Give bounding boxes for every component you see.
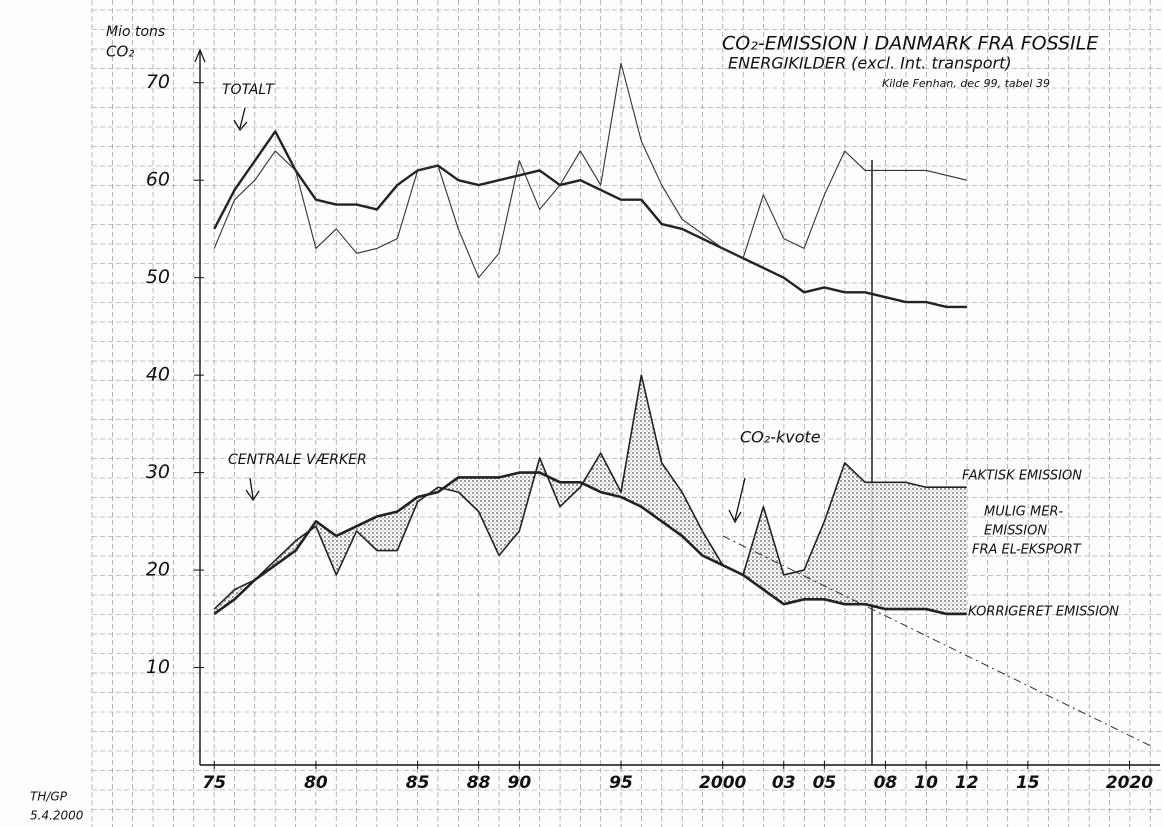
- y-tick-label: 10: [146, 656, 170, 678]
- annotation: TOTALT: [222, 82, 275, 98]
- annotation: MULIG MER-: [984, 505, 1063, 520]
- annotation-arrow: [728, 477, 746, 524]
- series-line: [213, 374, 967, 610]
- annotation: CENTRALE VÆRKER: [228, 452, 367, 468]
- signature: 5.4.2000: [30, 809, 84, 823]
- annotation-arrow: [233, 107, 248, 132]
- series-line: [213, 471, 967, 616]
- series-line: [213, 62, 967, 279]
- shaded-emission-area: [214, 375, 967, 614]
- signature: TH/GP: [30, 790, 68, 804]
- chart-title: CO₂-EMISSION I DANMARK FRA FOSSILE: [722, 33, 1098, 55]
- y-tick-label: 50: [146, 266, 170, 288]
- y-axis-arrow: [194, 48, 206, 63]
- series-label: KORRIGERET EMISSION: [968, 605, 1119, 620]
- x-tick-label: 10: [914, 773, 938, 793]
- x-tick-label: 75: [202, 773, 226, 793]
- x-tick-label: 85: [406, 773, 430, 793]
- series-label: FAKTISK EMISSION: [962, 469, 1082, 484]
- x-tick-label: 88: [467, 773, 491, 793]
- series-label: CO₂-kvote: [740, 428, 821, 447]
- y-tick-label: 20: [146, 559, 170, 581]
- y-axis-label: CO₂: [106, 43, 134, 61]
- x-tick-label: 95: [609, 773, 633, 793]
- y-tick-label: 30: [146, 461, 170, 483]
- x-tick-label: 03: [772, 773, 796, 793]
- x-tick-label: 08: [874, 773, 898, 793]
- y-tick-label: 60: [146, 169, 170, 191]
- annotation: EMISSION: [984, 524, 1047, 539]
- series-line: [722, 535, 1151, 746]
- y-tick-label: 70: [146, 71, 170, 93]
- x-tick-label: 2000: [699, 773, 746, 793]
- annotation: FRA EL-EKSPORT: [972, 543, 1082, 558]
- series-line: [213, 130, 967, 309]
- chart-source: Kilde Fenhan, dec 99, tabel 39: [882, 77, 1050, 90]
- x-tick-label: 80: [304, 773, 328, 793]
- chart-title: ENERGIKILDER (excl. Int. transport): [728, 54, 1012, 73]
- y-tick-label: 40: [146, 364, 170, 386]
- paper-grid: [91, 0, 1163, 827]
- x-tick-label: 12: [955, 773, 979, 793]
- x-tick-label: 90: [507, 773, 531, 793]
- x-tick-label: 05: [813, 773, 837, 793]
- x-tick-label: 15: [1016, 773, 1040, 793]
- annotation-arrow: [245, 477, 260, 502]
- y-axis-label: Mio tons: [106, 24, 165, 40]
- x-tick-label: 2020: [1106, 773, 1153, 793]
